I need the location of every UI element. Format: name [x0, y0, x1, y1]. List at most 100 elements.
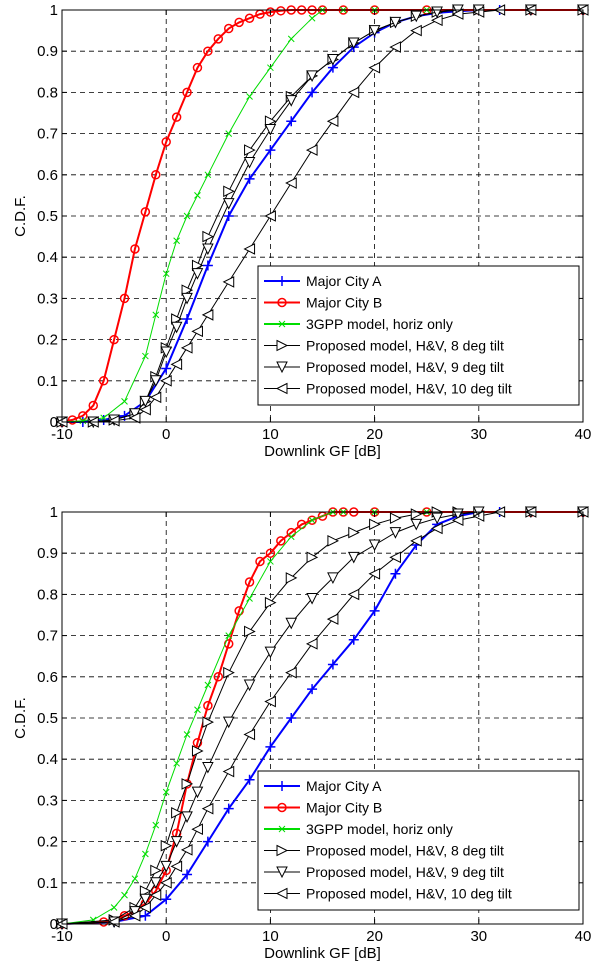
data-point — [225, 130, 233, 137]
data-point — [305, 144, 318, 156]
x-tick-label: 20 — [366, 928, 383, 945]
data-point — [191, 786, 204, 799]
data-point — [265, 548, 276, 558]
x-tick-label: 10 — [262, 928, 279, 945]
data-point — [191, 268, 204, 280]
data-point — [267, 558, 274, 565]
data-point — [285, 177, 297, 189]
legend-entry: Major City B — [306, 800, 382, 816]
data-point — [204, 171, 212, 179]
y-tick-label: 0.3 — [37, 290, 58, 307]
data-point — [192, 62, 203, 73]
data-point — [222, 276, 235, 288]
data-point — [202, 836, 213, 847]
data-point — [431, 512, 443, 525]
data-point — [98, 414, 109, 425]
legend-marker — [278, 825, 286, 833]
x-tick-label: 0 — [162, 426, 170, 443]
data-point — [389, 512, 402, 524]
legend-marker — [276, 866, 288, 879]
legend-marker — [277, 297, 287, 308]
data-point — [431, 522, 443, 535]
legend-entry: Proposed model, H&V, 8 deg tilt — [306, 338, 504, 354]
y-tick-label: 0.8 — [37, 84, 58, 101]
data-point — [162, 270, 170, 278]
data-point — [183, 731, 191, 738]
data-point — [152, 821, 160, 829]
y-tick-label: 0.7 — [37, 126, 58, 143]
data-point — [140, 207, 151, 217]
data-point — [410, 10, 423, 23]
data-point — [286, 713, 297, 723]
data-point — [191, 823, 203, 836]
data-point — [389, 16, 402, 29]
data-point — [348, 526, 360, 539]
data-point — [170, 860, 183, 873]
y-tick-label: 0.5 — [37, 710, 58, 727]
data-point — [264, 123, 277, 136]
data-point — [204, 681, 212, 689]
data-point — [307, 515, 317, 525]
data-point — [67, 415, 78, 425]
data-point — [243, 156, 256, 169]
data-point — [264, 210, 276, 222]
chart-bottom: -10 0 10 20 30 4000.10.20.30.40.50.60.70.80.9… — [12, 504, 591, 962]
data-point — [347, 588, 360, 601]
data-point — [173, 237, 180, 245]
data-point — [128, 909, 141, 922]
data-point — [183, 212, 191, 220]
data-point — [308, 14, 316, 22]
data-point — [347, 86, 360, 99]
data-point — [327, 659, 338, 670]
data-point — [131, 875, 139, 883]
data-point — [223, 211, 234, 221]
data-point — [306, 593, 318, 605]
data-point — [234, 17, 244, 28]
data-point — [410, 24, 422, 37]
data-point — [368, 567, 381, 580]
data-point — [160, 839, 173, 852]
data-point — [201, 309, 214, 321]
legend-entry: Major City A — [306, 273, 382, 289]
data-point — [139, 885, 152, 897]
x-tick-label: 30 — [470, 928, 487, 945]
data-point — [150, 864, 162, 877]
y-tick-label: 1 — [50, 504, 58, 521]
data-point — [149, 889, 162, 901]
data-point — [181, 284, 194, 296]
x-axis-label: Downlink GF [dB] — [264, 945, 381, 962]
data-point — [223, 666, 235, 679]
data-point — [244, 13, 255, 23]
legend-entry: Major City B — [306, 295, 382, 311]
data-point — [369, 518, 381, 531]
y-tick-label: 0.1 — [37, 875, 58, 892]
data-point — [139, 893, 152, 906]
data-point — [276, 6, 286, 16]
data-point — [326, 613, 339, 625]
legend-marker — [275, 887, 288, 900]
data-point — [368, 25, 381, 37]
data-point — [88, 400, 99, 411]
data-point — [223, 23, 234, 34]
legend-entry: Major City A — [306, 778, 382, 794]
y-tick-label: 0.4 — [37, 249, 58, 266]
data-point — [307, 684, 318, 695]
chart-top: -10 0 10 20 30 4000.10.20.30.40.50.60.70.80.9… — [12, 2, 591, 460]
x-tick-label: 0 — [162, 928, 170, 945]
data-point — [306, 551, 319, 564]
data-point — [223, 185, 235, 198]
data-point — [287, 533, 295, 541]
data-point — [202, 230, 214, 243]
legend-entry: Proposed model, H&V, 9 deg tilt — [306, 359, 504, 375]
data-point — [149, 375, 162, 387]
data-point — [142, 850, 149, 858]
data-point — [110, 904, 118, 911]
data-point — [327, 53, 339, 66]
y-axis-label: C.D.F. — [12, 697, 29, 739]
data-point — [223, 803, 234, 814]
y-tick-label: 0 — [50, 916, 58, 933]
data-point — [389, 527, 402, 539]
data-point — [201, 802, 214, 815]
data-point — [264, 115, 277, 128]
y-tick-label: 0 — [50, 414, 58, 431]
